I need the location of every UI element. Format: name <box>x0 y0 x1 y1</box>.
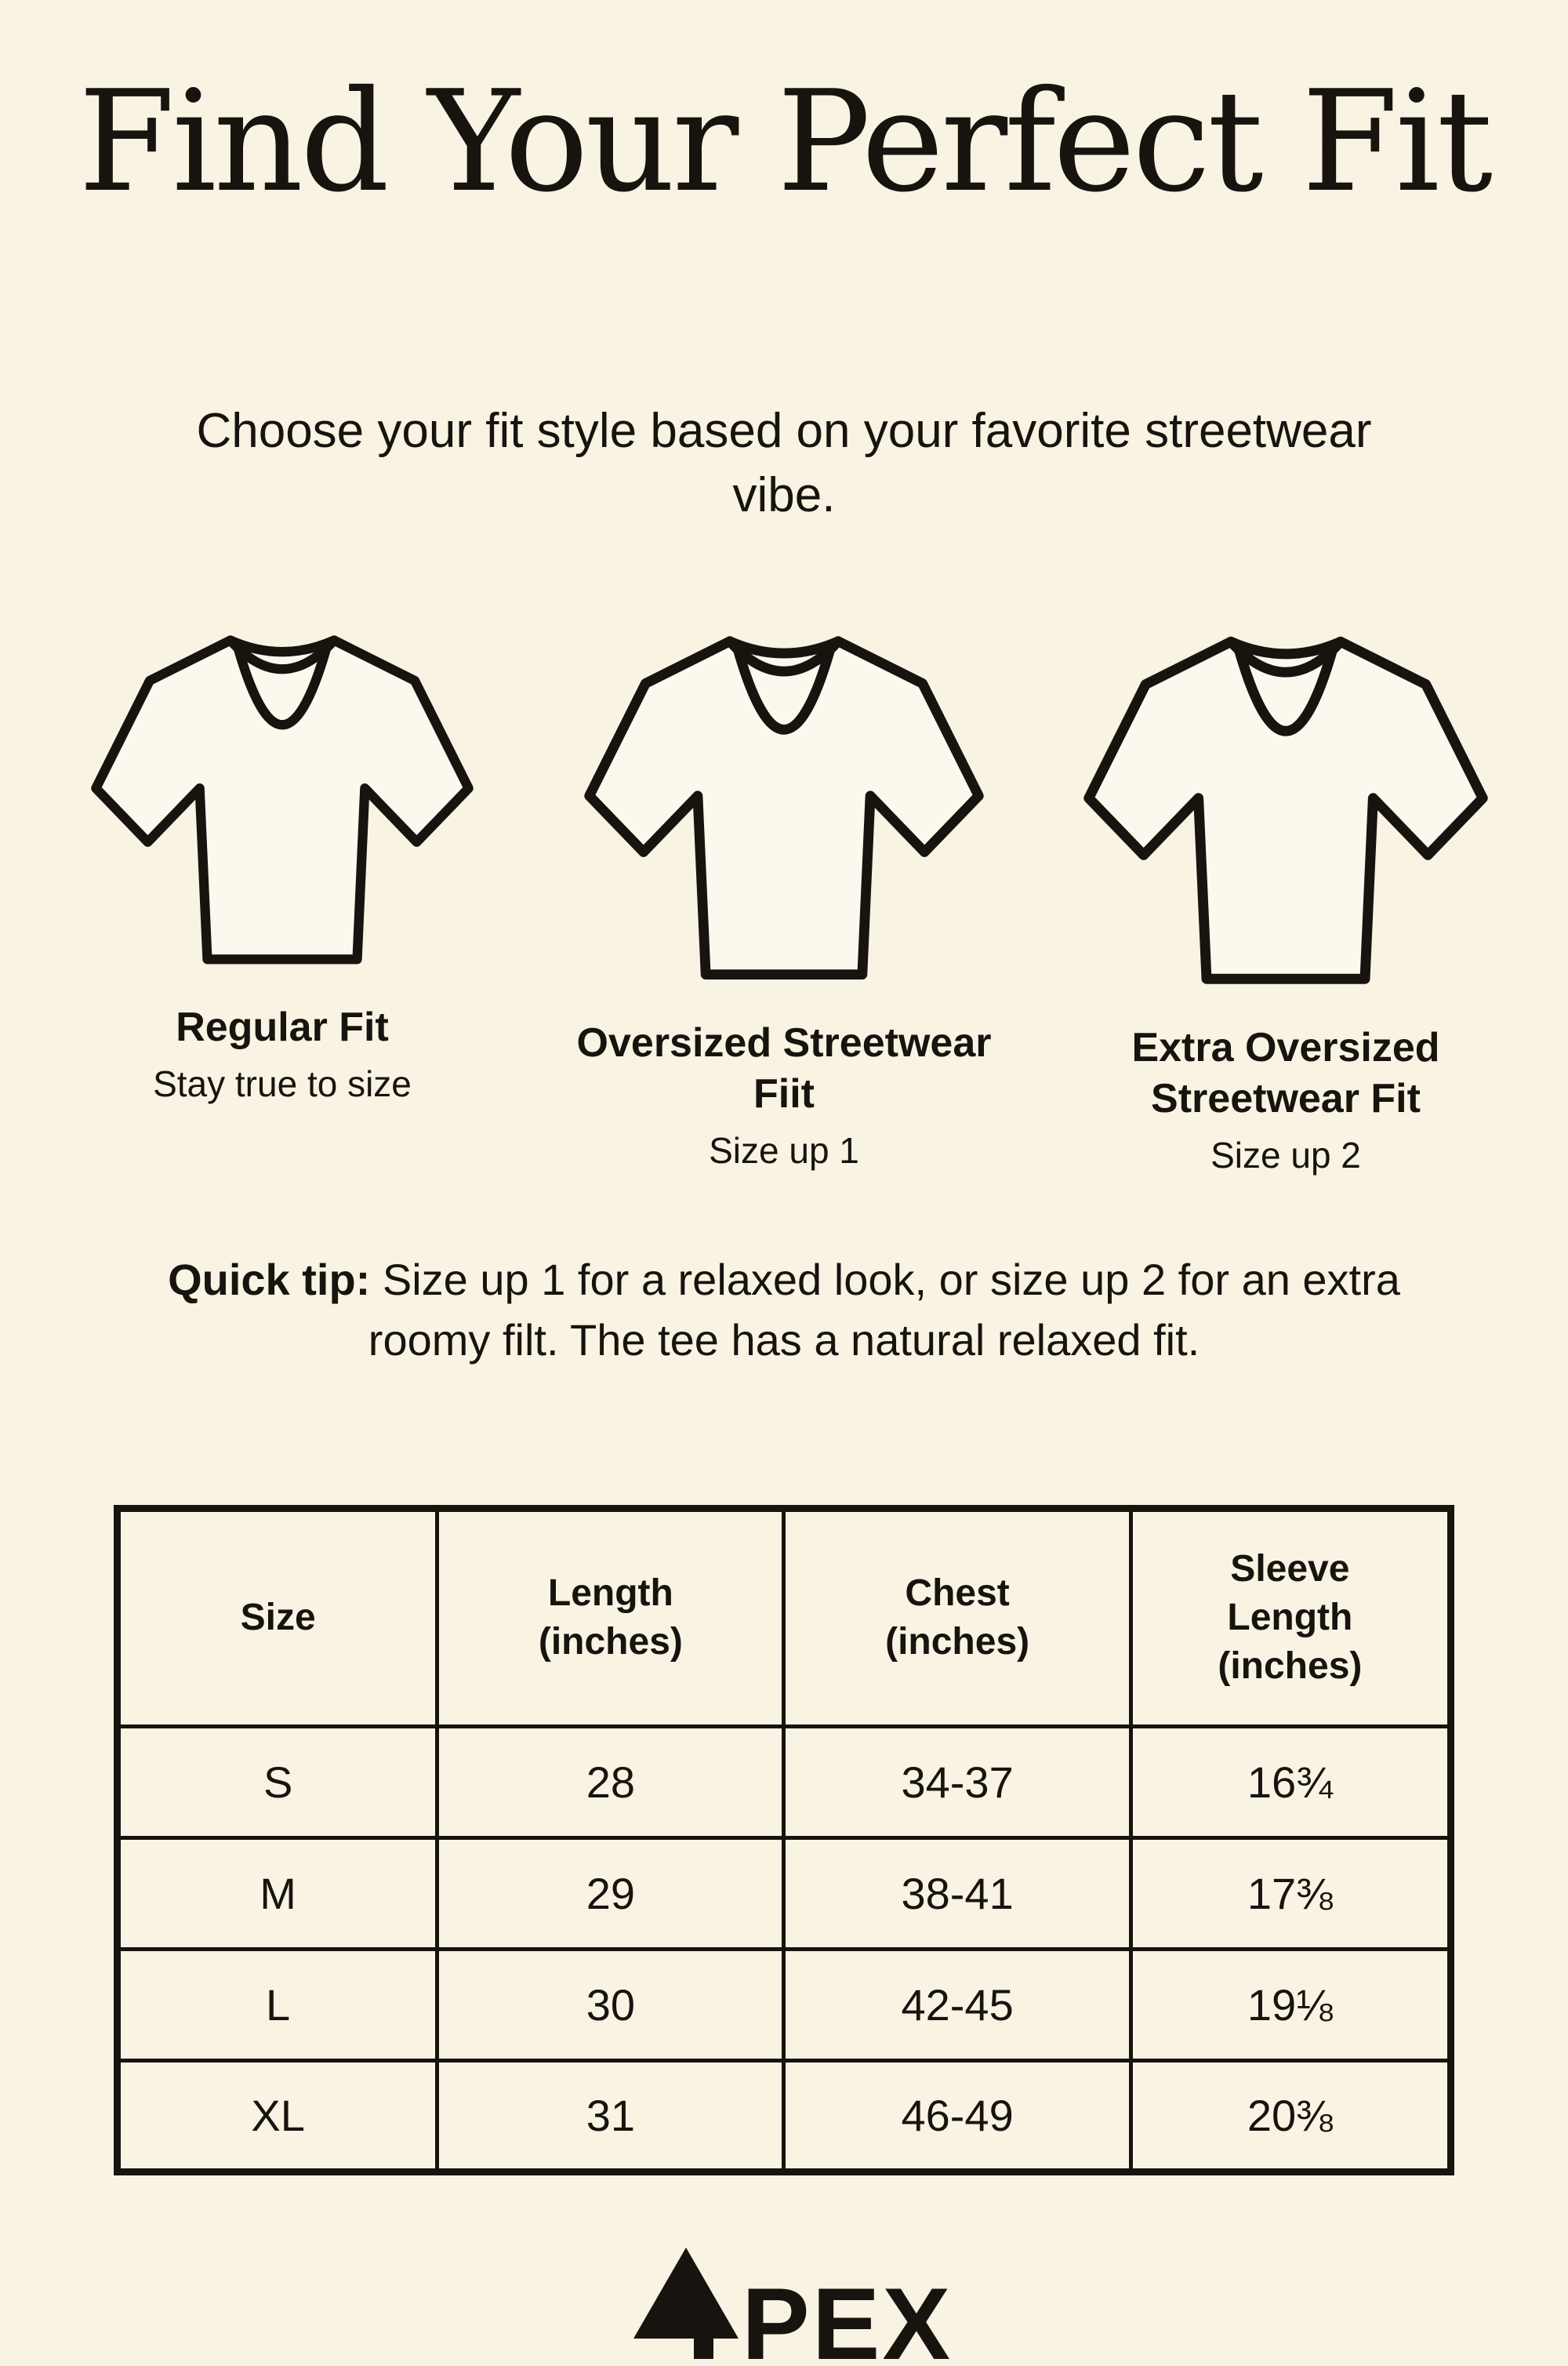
fit-note: Size up 2 <box>1210 1134 1361 1176</box>
quick-tip-text: Size up 1 for a relaxed look, or size up… <box>368 1255 1400 1365</box>
page-title: Find Your Perfect Fit <box>78 60 1493 223</box>
table-cell: 28 <box>435 1724 786 1840</box>
table-row: XL 31 46-49 20⅜ <box>114 2058 1454 2174</box>
table-cell: S <box>114 1724 440 1840</box>
apex-logo-triangle-icon <box>633 2247 739 2359</box>
tshirt-oversized-icon <box>583 617 985 987</box>
table-cell: 34-37 <box>782 1724 1133 1840</box>
quick-tip: Quick tip: Size up 1 for a relaxed look,… <box>102 1249 1466 1371</box>
table-cell: 38-41 <box>782 1835 1133 1951</box>
table-cell: 17⅜ <box>1128 1835 1454 1951</box>
table-cell: L <box>114 1946 440 2063</box>
table-cell: 19⅛ <box>1128 1946 1454 2063</box>
size-chart-table: Size Length (inches) Chest (inches) Slee… <box>114 1504 1454 2175</box>
fit-card-extra-oversized: Extra Oversized Streetwear Fit Size up 2 <box>1066 617 1505 1177</box>
tshirt-regular-icon <box>90 617 474 971</box>
fit-card-regular: Regular Fit Stay true to size <box>90 617 474 1106</box>
table-cell: 29 <box>435 1835 786 1951</box>
table-header-row: Size Length (inches) Chest (inches) Slee… <box>114 1506 1454 1728</box>
header-length: Length (inches) <box>435 1506 786 1728</box>
table-cell: 31 <box>435 2058 786 2174</box>
fit-options-row: Regular Fit Stay true to size Oversized … <box>31 617 1537 1177</box>
fit-label: Extra Oversized Streetwear Fit <box>1131 1024 1440 1121</box>
header-chest: Chest (inches) <box>782 1506 1133 1728</box>
table-cell: 42-45 <box>782 1946 1133 2063</box>
page-subtitle: Choose your fit style based on your favo… <box>196 404 1372 523</box>
apex-logo-graphic: PEX <box>633 2247 953 2366</box>
fit-note: Size up 1 <box>709 1129 859 1171</box>
table-cell: M <box>114 1835 440 1951</box>
table-cell: 16¾ <box>1128 1724 1454 1840</box>
table-cell: 30 <box>435 1946 786 2063</box>
header-sleeve-length: Sleeve Length (inches) <box>1128 1506 1454 1728</box>
apex-logo-text: PEX <box>742 2266 953 2366</box>
fit-card-oversized: Oversized Streetwear Fiit Size up 1 <box>564 617 1004 1172</box>
table-cell: 46-49 <box>782 2058 1133 2174</box>
table-cell: 20⅜ <box>1128 2058 1454 2174</box>
table-row: S 28 34-37 16¾ <box>114 1724 1454 1840</box>
apex-logo: PEX <box>615 2237 953 2366</box>
fit-label: Regular Fit <box>176 1004 389 1050</box>
table-row: M 29 38-41 17⅜ <box>114 1835 1454 1951</box>
table-row: L 30 42-45 19⅛ <box>114 1946 1454 2063</box>
fit-note: Stay true to size <box>153 1063 412 1104</box>
quick-tip-label: Quick tip: <box>168 1255 371 1305</box>
header-size: Size <box>114 1506 440 1728</box>
fit-label: Oversized Streetwear Fiit <box>576 1019 992 1117</box>
tshirt-extra-oversized-icon <box>1083 617 1489 991</box>
table-cell: XL <box>114 2058 440 2174</box>
